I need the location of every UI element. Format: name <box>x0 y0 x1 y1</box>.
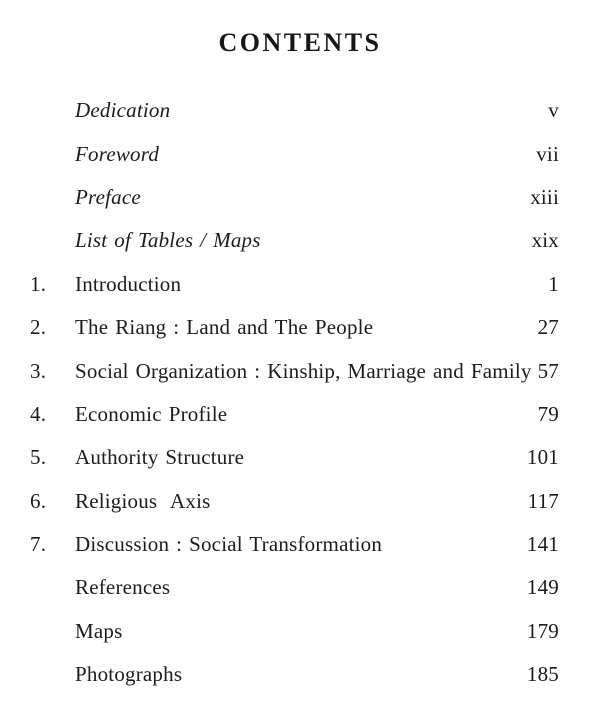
toc-row-page: 27 <box>537 315 559 340</box>
toc-row-page: 185 <box>526 662 559 687</box>
page-title: CONTENTS <box>218 28 382 57</box>
toc-row-label: Photographs <box>75 662 183 687</box>
toc-row-chapter-5: 5. Authority Structure 101 <box>0 436 600 479</box>
toc-row-number: 4. <box>30 401 47 426</box>
toc-row-label: Authority Structure <box>75 445 245 470</box>
toc-row-page: 179 <box>526 618 559 643</box>
toc-row-number: 3. <box>30 358 47 383</box>
toc-row-page: 79 <box>537 401 559 426</box>
toc-row-list-of-tables-maps: List of Tables / Maps xix <box>0 219 600 262</box>
toc-row-references: References 149 <box>0 566 600 609</box>
toc-row-label: Religious Axis <box>75 488 211 513</box>
toc-row-maps: Maps 179 <box>0 610 600 653</box>
toc-row-label: Introduction <box>75 271 182 296</box>
toc-row-number: 1. <box>30 271 47 296</box>
toc-row-page: xiii <box>530 184 559 209</box>
toc-row-chapter-7: 7. Discussion : Social Transformation 14… <box>0 523 600 566</box>
toc-list: Dedication v Foreword vii Preface xiii L… <box>0 89 600 696</box>
toc-row-chapter-3: 3. Social Organization : Kinship, Marria… <box>0 349 600 392</box>
toc-row-page: 141 <box>526 532 559 557</box>
toc-row-dedication: Dedication v <box>0 89 600 132</box>
toc-row-label: Preface <box>75 184 141 209</box>
toc-row-label: Economic Profile <box>75 401 228 426</box>
toc-row-chapter-1: 1. Introduction 1 <box>0 263 600 306</box>
toc-row-label: Discussion : Social Transformation <box>75 532 383 557</box>
toc-row-page: v <box>548 98 559 123</box>
toc-row-photographs: Photographs 185 <box>0 653 600 696</box>
toc-row-chapter-6: 6. Religious Axis 117 <box>0 480 600 523</box>
toc-row-label: Social Organization : Kinship, Marriage … <box>75 358 532 383</box>
toc-row-number: 7. <box>30 532 47 557</box>
toc-row-page: xix <box>531 228 559 253</box>
toc-row-page: 57 <box>537 358 559 383</box>
toc-row-label: References <box>75 575 171 600</box>
toc-row-label: The Riang : Land and The People <box>75 315 374 340</box>
toc-row-preface: Preface xiii <box>0 176 600 219</box>
toc-row-page: 1 <box>548 271 559 296</box>
toc-row-chapter-4: 4. Economic Profile 79 <box>0 393 600 436</box>
toc-row-label: Maps <box>75 618 123 643</box>
toc-row-number: 5. <box>30 445 47 470</box>
toc-row-label: List of Tables / Maps <box>75 228 261 253</box>
toc-row-page: 149 <box>526 575 559 600</box>
toc-row-number: 2. <box>30 315 47 340</box>
toc-row-page: 101 <box>526 445 559 470</box>
toc-row-foreword: Foreword vii <box>0 132 600 175</box>
toc-row-page: vii <box>536 141 559 166</box>
toc-row-label: Foreword <box>75 141 160 166</box>
toc-row-chapter-2: 2. The Riang : Land and The People 27 <box>0 306 600 349</box>
toc-row-number: 6. <box>30 488 47 513</box>
toc-row-page: 117 <box>527 488 559 513</box>
toc-row-label: Dedication <box>75 98 171 123</box>
